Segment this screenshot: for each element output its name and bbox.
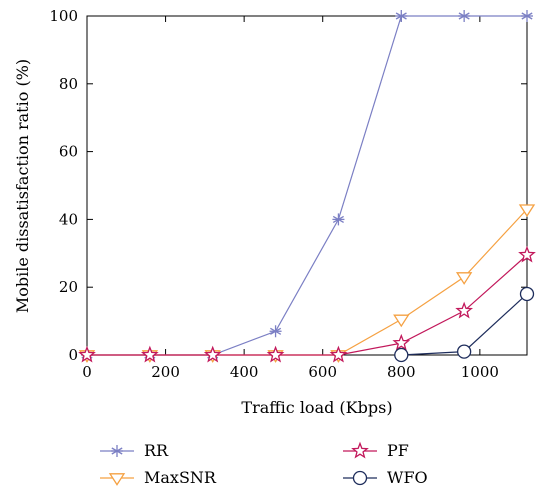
legend-label-maxsnr: MaxSNR bbox=[144, 468, 217, 487]
legend-label-pf: PF bbox=[387, 441, 409, 460]
series-maxsnr bbox=[78, 204, 536, 363]
x-tick-label: 800 bbox=[387, 363, 416, 381]
series-line-rr bbox=[87, 15, 527, 356]
series-line-maxsnr bbox=[87, 208, 528, 356]
data-point-rr bbox=[395, 10, 408, 22]
y-tick-label: 100 bbox=[49, 7, 78, 25]
x-tick-label: 0 bbox=[82, 363, 92, 381]
data-point-maxsnr bbox=[455, 272, 473, 285]
data-point-rr bbox=[458, 10, 471, 22]
data-point-rr bbox=[332, 213, 345, 226]
data-point-pf bbox=[455, 301, 474, 319]
legend-item-pf: PF bbox=[343, 441, 409, 460]
y-tick-label: 0 bbox=[68, 346, 78, 364]
x-axis-title: Traffic load (Kbps) bbox=[241, 398, 392, 417]
series-pf bbox=[78, 245, 536, 363]
legend-item-maxsnr: MaxSNR bbox=[100, 468, 217, 487]
data-point-pf bbox=[518, 245, 536, 263]
data-point-maxsnr bbox=[518, 204, 536, 218]
series-line-pf bbox=[87, 254, 528, 356]
legend-label-wfo: WFO bbox=[387, 468, 428, 487]
data-point-pf bbox=[78, 345, 96, 363]
legend-marker-maxsnr bbox=[108, 473, 126, 486]
x-tick-label: 1000 bbox=[461, 363, 499, 381]
y-axis-title: Mobile dissatisfaction ratio (%) bbox=[13, 59, 32, 313]
series-layer bbox=[78, 10, 536, 363]
data-point-wfo bbox=[456, 344, 472, 359]
y-tick-label: 40 bbox=[59, 210, 78, 228]
legend-item-wfo: WFO bbox=[343, 468, 428, 487]
data-point-pf bbox=[392, 333, 411, 351]
series-wfo bbox=[394, 286, 535, 363]
y-tick-label: 20 bbox=[59, 278, 78, 296]
x-tick-label: 400 bbox=[230, 363, 259, 381]
data-point-rr bbox=[521, 10, 533, 22]
data-point-pf bbox=[329, 345, 348, 363]
data-point-pf bbox=[266, 345, 285, 363]
legend-label-rr: RR bbox=[144, 441, 169, 460]
x-tick-labels: 0 200 400 600 800 1000 bbox=[82, 363, 499, 381]
x-tick-label: 200 bbox=[151, 363, 180, 381]
legend-item-rr: RR bbox=[100, 441, 169, 460]
legend: RR MaxSNR PF WFO bbox=[100, 441, 428, 487]
x-tick-label: 600 bbox=[308, 363, 337, 381]
y-tick-label: 60 bbox=[59, 143, 78, 161]
data-point-wfo bbox=[519, 286, 535, 302]
plot-frame bbox=[86, 15, 528, 356]
y-tick-label: 80 bbox=[59, 75, 78, 93]
legend-marker-rr bbox=[111, 445, 123, 457]
data-point-pf bbox=[140, 345, 159, 363]
data-point-wfo bbox=[394, 347, 409, 363]
axis-ticks bbox=[86, 15, 527, 356]
data-point-pf bbox=[203, 345, 222, 363]
data-point-maxsnr bbox=[393, 314, 410, 328]
data-point-rr bbox=[269, 325, 282, 338]
y-tick-labels: 0 20 40 60 80 100 bbox=[49, 7, 78, 364]
legend-marker-wfo bbox=[352, 470, 368, 486]
legend-marker-pf bbox=[351, 441, 369, 459]
